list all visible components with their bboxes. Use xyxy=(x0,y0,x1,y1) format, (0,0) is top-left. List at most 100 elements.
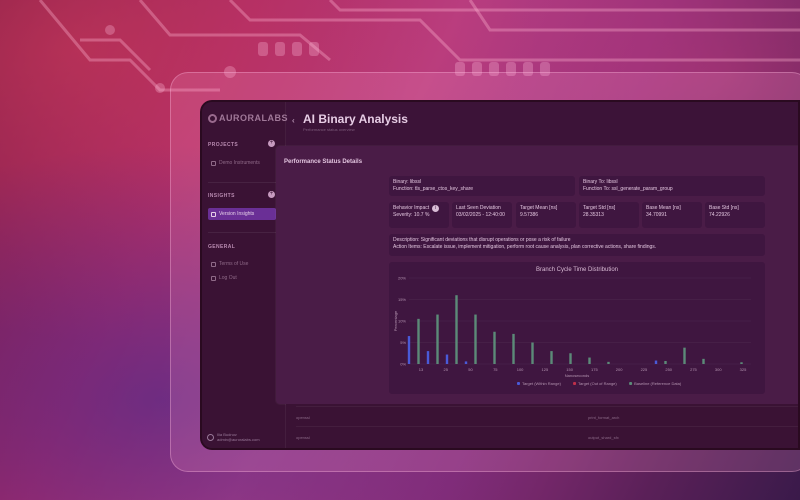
legend-swatch xyxy=(629,382,633,385)
bar xyxy=(588,357,591,364)
x-tick-label: 25 xyxy=(444,367,449,372)
add-insight-icon[interactable]: + xyxy=(268,191,275,198)
bar xyxy=(550,351,553,364)
legend-label: Baseline (Reference Data) xyxy=(634,381,682,386)
bar xyxy=(512,333,515,364)
y-tick-label: 5% xyxy=(400,340,406,345)
sidebar-item-label: Log Out xyxy=(219,275,237,281)
legend-swatch xyxy=(573,382,577,385)
binary-from-card: Binary: libssl Function: tls_parse_ctos_… xyxy=(389,176,575,196)
metric-label: Target Mean [ns] xyxy=(520,205,558,211)
page-title: AI Binary Analysis xyxy=(303,112,408,126)
metric-label: Base Std [ns] xyxy=(709,205,739,211)
bar xyxy=(664,360,667,364)
folder-icon xyxy=(211,160,216,166)
table-row[interactable]: openssl output_shard_sfx xyxy=(296,426,798,446)
metric-value: 28.35313 xyxy=(583,212,604,218)
x-tick-label: 75 xyxy=(493,367,498,372)
bar xyxy=(474,314,477,364)
logo-mark-icon xyxy=(208,113,217,123)
y-tick-label: 15% xyxy=(398,297,406,302)
y-tick-label: 10% xyxy=(398,319,406,324)
x-tick-label: 275 xyxy=(690,367,697,372)
logout-icon xyxy=(211,275,216,281)
back-icon[interactable]: ‹ xyxy=(292,116,295,125)
sidebar-divider xyxy=(208,182,278,183)
table-row[interactable]: openssl print_format_arch xyxy=(296,406,798,426)
sidebar-item-label: Version Insights xyxy=(219,211,255,217)
metric-target-mean: Target Mean [ns] 9.57386 xyxy=(516,202,576,228)
binary-to-label: Binary To: libssl xyxy=(583,179,618,185)
app-screen: AURORALABS PROJECTS + Demo Instruments I… xyxy=(200,100,800,450)
metric-behavior-impact: Behavior Impact i Severity: 10.7 % xyxy=(389,202,449,228)
metric-value: 74.22926 xyxy=(709,212,730,218)
bar xyxy=(569,353,572,364)
sidebar-item-logout[interactable]: Log Out xyxy=(208,272,276,284)
x-tick-label: 225 xyxy=(641,367,648,372)
y-axis-label: Percentage xyxy=(393,310,398,331)
legend-swatch xyxy=(517,382,520,385)
metric-base-mean: Base Mean [ns] 34.70991 xyxy=(642,202,702,228)
metric-label: Target Std [ns] xyxy=(583,205,616,211)
metric-label: Base Mean [ns] xyxy=(646,205,681,211)
panel-title: Performance Status Details xyxy=(284,159,363,165)
x-tick-label: 300 xyxy=(715,367,722,372)
x-tick-label: 150 xyxy=(566,367,573,372)
sidebar-item-terms[interactable]: Terms of Use xyxy=(208,258,276,270)
sidebar-item-demo-instruments[interactable]: Demo Instruments xyxy=(208,157,276,169)
chart-title: Branch Cycle Time Distribution xyxy=(536,267,618,273)
metric-label: Last Seen Deviation xyxy=(456,205,501,211)
chart-card: Branch Cycle Time Distribution 20% 15% 10% 5… xyxy=(389,262,765,394)
legend-label: Target (Out of Range) xyxy=(578,381,617,386)
user-name: Ilia Budnov xyxy=(217,432,237,437)
insights-icon xyxy=(211,211,216,217)
table-cell: output_shard_sfx xyxy=(588,435,619,440)
y-tick-label: 0% xyxy=(400,362,406,367)
bar xyxy=(436,314,439,364)
user-profile[interactable]: Ilia Budnov admin@auroralabs.com xyxy=(207,432,260,442)
cycle-time-chart: Branch Cycle Time Distribution 20% 15% 10% 5… xyxy=(393,267,751,386)
avatar xyxy=(207,433,214,441)
performance-status-panel: Performance Status Details Binary: libss… xyxy=(276,146,798,404)
metric-base-std: Base Std [ns] 74.22926 xyxy=(705,202,765,228)
function-from-label: Function: tls_parse_ctos_key_share xyxy=(393,186,474,192)
document-icon xyxy=(211,261,216,267)
metric-last-seen: Last Seen Deviation 03/02/2025 - 12:40:0… xyxy=(452,202,512,228)
sidebar-item-label: Terms of Use xyxy=(219,261,249,267)
x-axis-label: Nanoseconds xyxy=(565,373,589,378)
data-table: openssl print_format_arch openssl output… xyxy=(286,404,798,448)
x-tick-label: 125 xyxy=(542,367,549,372)
x-tick-label: 325 xyxy=(740,367,747,372)
action-items-text: Action Items: Escalate issue, implement … xyxy=(393,244,657,250)
sidebar-section-general: GENERAL xyxy=(208,244,236,250)
legend-label: Target (Within Range) xyxy=(522,381,562,386)
metric-label: Behavior Impact xyxy=(393,205,430,211)
bar xyxy=(654,360,658,364)
description-text: Description: Significant deviations that… xyxy=(393,237,571,243)
bar xyxy=(683,347,686,364)
sidebar-section-insights: INSIGHTS xyxy=(208,193,235,199)
metric-value: 34.70991 xyxy=(646,212,667,218)
bar xyxy=(493,331,496,364)
metric-value: Severity: 10.7 % xyxy=(393,212,430,218)
info-icon[interactable]: i xyxy=(432,205,440,212)
sidebar: AURORALABS PROJECTS + Demo Instruments I… xyxy=(202,102,288,448)
user-email: admin@auroralabs.com xyxy=(217,437,260,442)
sidebar-item-version-insights[interactable]: Version Insights xyxy=(208,208,276,220)
bar xyxy=(740,362,743,364)
table-cell: print_format_arch xyxy=(588,415,620,420)
metric-target-std: Target Std [ns] 28.35313 xyxy=(579,202,639,228)
y-tick-label: 20% xyxy=(398,276,406,281)
bar xyxy=(407,336,411,364)
x-tick-label: 200 xyxy=(616,367,623,372)
bar xyxy=(455,295,458,364)
x-tick-label: 13 xyxy=(419,367,424,372)
x-tick-label: 175 xyxy=(591,367,598,372)
bar xyxy=(531,342,534,364)
metric-value: 03/02/2025 - 12:40:00 xyxy=(456,212,505,218)
sidebar-item-label: Demo Instruments xyxy=(219,160,260,166)
add-project-icon[interactable]: + xyxy=(268,140,275,147)
logo-text: AURORALABS xyxy=(219,113,288,123)
table-cell: openssl xyxy=(296,435,310,440)
binary-from-label: Binary: libssl xyxy=(393,179,422,185)
